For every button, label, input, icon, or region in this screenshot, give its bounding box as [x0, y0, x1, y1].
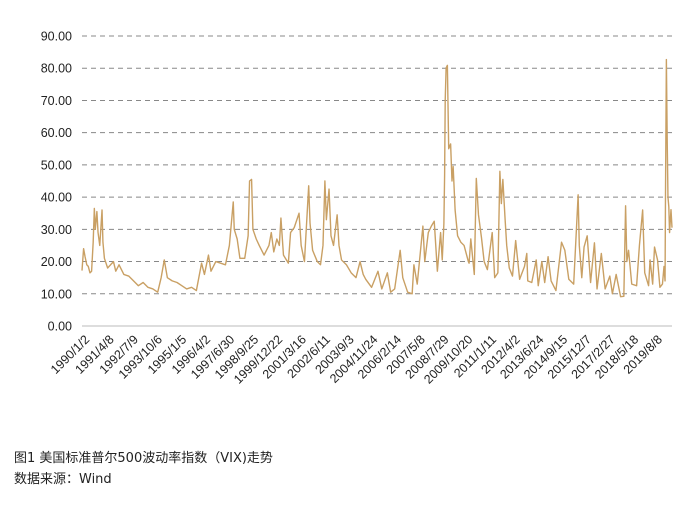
y-tick-label: 40.00 [41, 191, 72, 205]
y-tick-label: 80.00 [41, 62, 72, 76]
figure-caption: 图1 美国标准普尔500波动率指数（VIX)走势 [14, 451, 273, 466]
data-source-note: 数据来源：Wind [14, 472, 112, 487]
y-tick-label: 50.00 [41, 158, 72, 172]
gridlines [82, 35, 672, 327]
y-tick-label: 20.00 [41, 255, 72, 269]
plot-area [81, 58, 673, 298]
x-axis-tick-labels: 1990/1/21991/4/81992/7/91993/10/61995/1/… [48, 332, 665, 386]
y-tick-label: 60.00 [41, 126, 72, 140]
y-tick-label: 90.00 [41, 30, 72, 44]
y-axis-tick-labels: 0.00 10.00 20.00 30.00 40.00 50.00 60.00 70.00 8… [41, 30, 72, 334]
y-tick-label: 30.00 [41, 223, 72, 237]
y-tick-label: 70.00 [41, 94, 72, 108]
y-tick-label: 0.00 [48, 320, 72, 334]
vix-series-line [81, 58, 673, 298]
y-tick-label: 10.00 [41, 287, 72, 301]
